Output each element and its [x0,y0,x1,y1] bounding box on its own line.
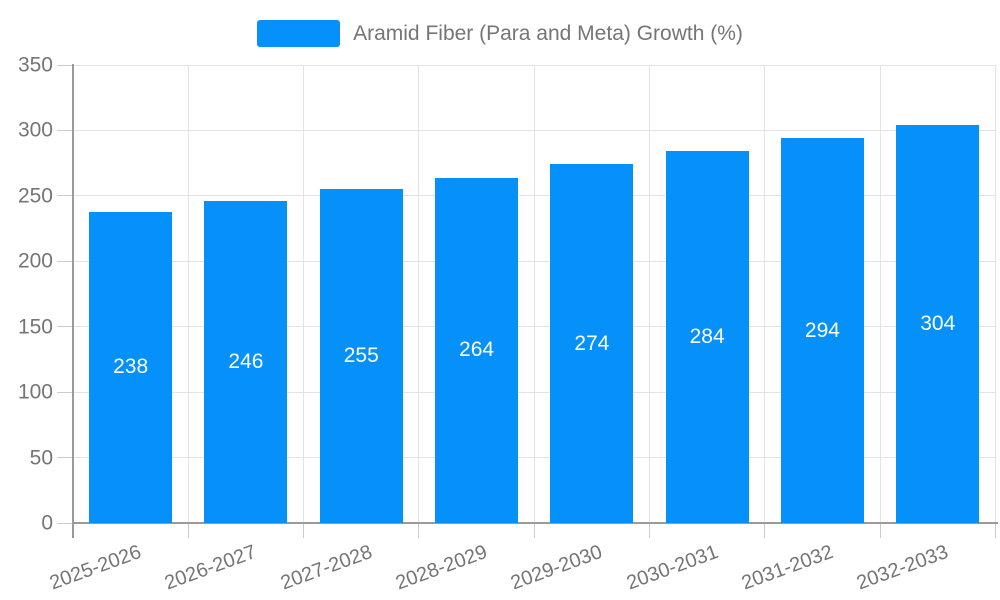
bar-value-label: 246 [228,350,264,374]
y-axis-tick [57,260,73,262]
y-axis-line [72,64,74,538]
bar-2028-2029 [435,177,519,523]
x-axis-tick [994,523,996,538]
y-axis-tick [57,391,73,393]
x-axis-tick [533,523,535,538]
y-axis-tick-label: 250 [17,184,53,208]
legend-item-aramid-fiber[interactable]: Aramid Fiber (Para and Meta) Growth (%) [257,20,743,47]
x-axis-tick [764,523,766,538]
bar-value-label: 294 [804,318,840,342]
bar-value-label: 264 [459,338,495,362]
chart-legend: Aramid Fiber (Para and Meta) Growth (%) [0,20,1000,47]
y-axis-tick-label: 100 [17,380,53,404]
bar-2026-2027 [204,201,288,523]
bar-value-label: 304 [920,312,956,336]
y-axis-tick-label: 0 [41,511,53,535]
bar-2032-2033 [896,125,980,523]
x-axis-tick [649,523,650,538]
x-axis-tick [879,523,881,538]
bar-value-label: 255 [343,344,379,368]
x-axis-tick-label: 2030-2031 [623,541,721,595]
y-axis-tick [57,522,73,524]
x-axis-tick [303,523,305,538]
y-axis-tick-label: 350 [17,53,53,77]
gridline-vertical [187,65,189,523]
bar-2030-2031 [665,151,749,523]
bar-2029-2030 [550,164,634,523]
gridline-vertical [879,65,881,523]
x-axis-tick-label: 2028-2029 [392,541,491,595]
y-axis-tick [57,64,73,66]
y-axis-tick-label: 150 [17,315,53,339]
x-axis-tick-label: 2031-2032 [738,541,836,595]
gridline-vertical [533,65,535,523]
gridline-vertical [764,65,766,523]
bar-value-label: 284 [689,325,725,349]
gridline-vertical [649,65,650,523]
y-axis-tick [57,326,73,328]
x-axis-tick-label: 2026-2027 [162,541,260,595]
x-axis-tick [187,523,189,538]
y-axis-tick [57,129,73,131]
legend-color-swatch [257,20,341,47]
bar-2025-2026 [89,211,173,523]
bar-value-label: 238 [113,355,149,379]
x-axis-tick [418,523,420,538]
bar-value-label: 274 [574,331,610,355]
y-axis-tick [57,195,73,197]
x-axis-tick-label: 2027-2028 [277,541,375,595]
gridline-vertical [994,65,996,523]
bar-2027-2028 [319,189,403,523]
x-axis-tick-label: 2025-2026 [46,541,145,595]
y-axis-tick-label: 50 [29,446,53,470]
y-axis-tick-label: 200 [17,249,53,273]
gridline-vertical [303,65,305,523]
x-axis-line [73,522,998,524]
bar-2031-2032 [780,138,864,523]
x-axis-tick-label: 2029-2030 [507,541,606,595]
legend-label: Aramid Fiber (Para and Meta) Growth (%) [353,21,743,45]
x-axis-tick-label: 2032-2033 [853,541,952,595]
gridline-vertical [418,65,420,523]
y-axis-tick [57,457,73,459]
y-axis-tick-label: 300 [17,118,53,142]
